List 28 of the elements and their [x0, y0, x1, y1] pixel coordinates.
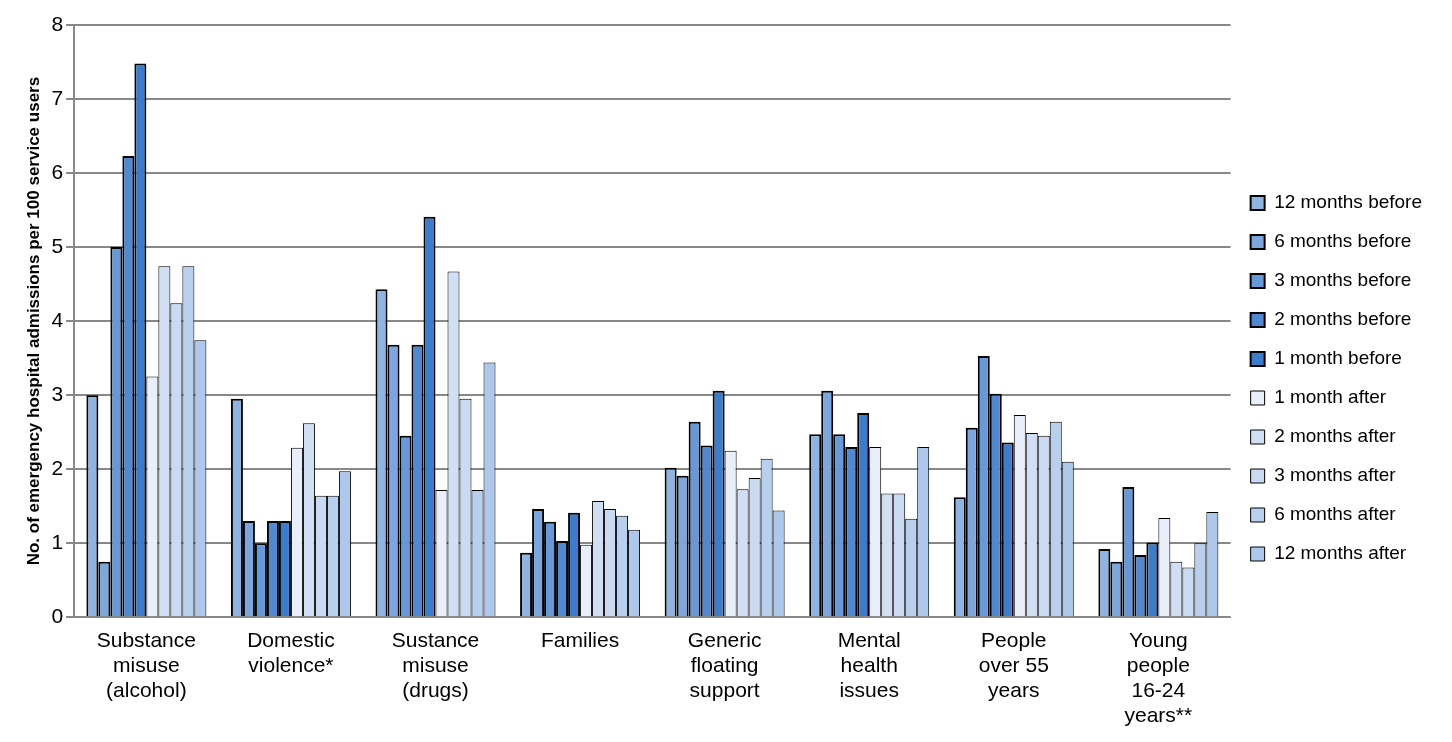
y-axis-title: No. of emergency hospital admissions per 100 service users: [23, 76, 43, 566]
x-tick-label: People over 55 years: [978, 627, 1049, 701]
legend-label: 6 months after: [1274, 503, 1397, 525]
legend-label: 1 month before: [1274, 347, 1402, 369]
y-tick-label: 4: [51, 307, 64, 331]
x-tick-label: Mental health issues: [837, 627, 901, 701]
legend-label: 12 months after: [1274, 542, 1407, 564]
x-tick-label: Generic floating support: [687, 627, 762, 701]
x-tick-label: Domestic violence*: [247, 627, 335, 676]
legend-label: 12 months before: [1274, 191, 1422, 213]
y-tick-label: 2: [51, 455, 64, 479]
x-tick-label: Sustance misuse (drugs): [391, 627, 480, 701]
x-tick-label: Substance misuse (alcohol): [96, 627, 196, 701]
legend-label: 2 months after: [1274, 425, 1397, 447]
x-tick-label: Young people 16-24 years**: [1124, 627, 1193, 727]
legend-label: 2 months before: [1274, 308, 1412, 330]
y-tick-label: 1: [51, 529, 64, 553]
y-tick-label: 8: [51, 11, 64, 35]
y-tick-label: 6: [51, 159, 64, 183]
y-tick-label: 3: [51, 381, 64, 405]
legend-label: 3 months before: [1274, 269, 1412, 291]
y-tick-label: 5: [51, 233, 64, 257]
legend-label: 3 months after: [1274, 464, 1397, 486]
y-tick-label: 7: [51, 85, 64, 109]
x-tick-label: Families: [540, 627, 620, 651]
y-tick-label: 0: [51, 604, 64, 627]
legend-label: 6 months before: [1274, 230, 1412, 252]
legend-label: 1 month after: [1274, 386, 1387, 408]
